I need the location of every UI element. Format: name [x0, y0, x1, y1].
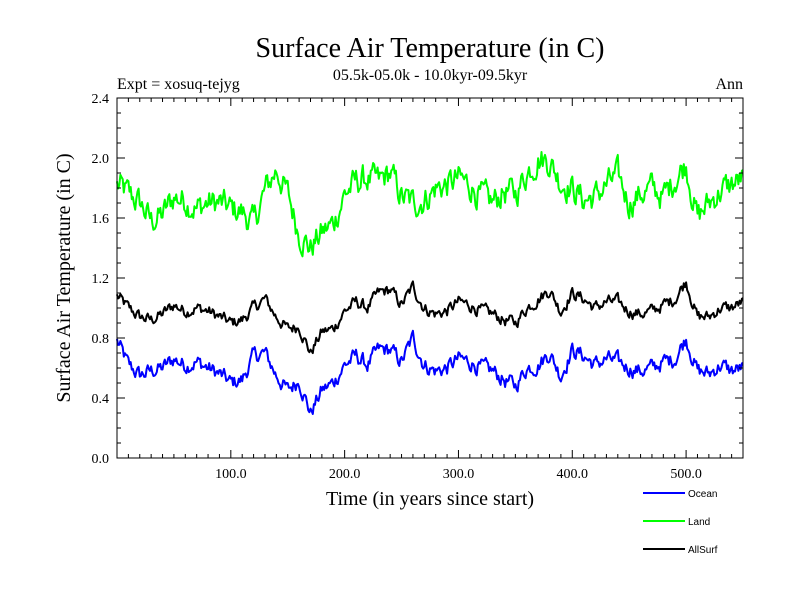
y-tick-label: 0.0 [92, 452, 110, 467]
period-label: Ann [715, 76, 743, 93]
x-tick-label: 300.0 [443, 467, 475, 482]
series-line-allsurf [116, 280, 744, 355]
chart-title: Surface Air Temperature (in C) [256, 33, 605, 64]
x-tick-label: 200.0 [329, 467, 361, 482]
plot-frame [116, 97, 744, 459]
legend-label-allsurf: AllSurf [688, 545, 718, 556]
expt-label: Expt = xosuq-tejyg [117, 76, 240, 93]
y-tick-label: 2.4 [92, 92, 110, 107]
y-tick-label: 2.0 [92, 152, 110, 167]
legend-label-ocean: Ocean [688, 489, 717, 500]
legend-label-land: Land [688, 517, 710, 528]
x-axis: 100.0 200.0 300.0 400.0 500.0 [127, 98, 733, 482]
series-line-land [116, 151, 744, 258]
legend: Ocean Land AllSurf [643, 489, 718, 556]
chart-subtitle: 05.5k-05.0k - 10.0kyr-09.5kyr [333, 67, 528, 84]
series-layer [116, 151, 744, 415]
y-axis: 0.0 0.4 0.8 1.2 1.6 2.0 2.4 [92, 92, 743, 467]
y-tick-label: 0.4 [92, 392, 110, 407]
x-tick-label: 100.0 [215, 467, 247, 482]
y-tick-label: 1.6 [92, 212, 110, 227]
y-tick-label: 1.2 [92, 272, 110, 287]
x-axis-label: Time (in years since start) [326, 488, 534, 510]
series-line-ocean [116, 329, 744, 415]
y-axis-label: Surface Air Temperature (in C) [53, 153, 75, 402]
y-tick-label: 0.8 [92, 332, 110, 347]
x-tick-label: 400.0 [557, 467, 589, 482]
x-tick-label: 500.0 [670, 467, 702, 482]
